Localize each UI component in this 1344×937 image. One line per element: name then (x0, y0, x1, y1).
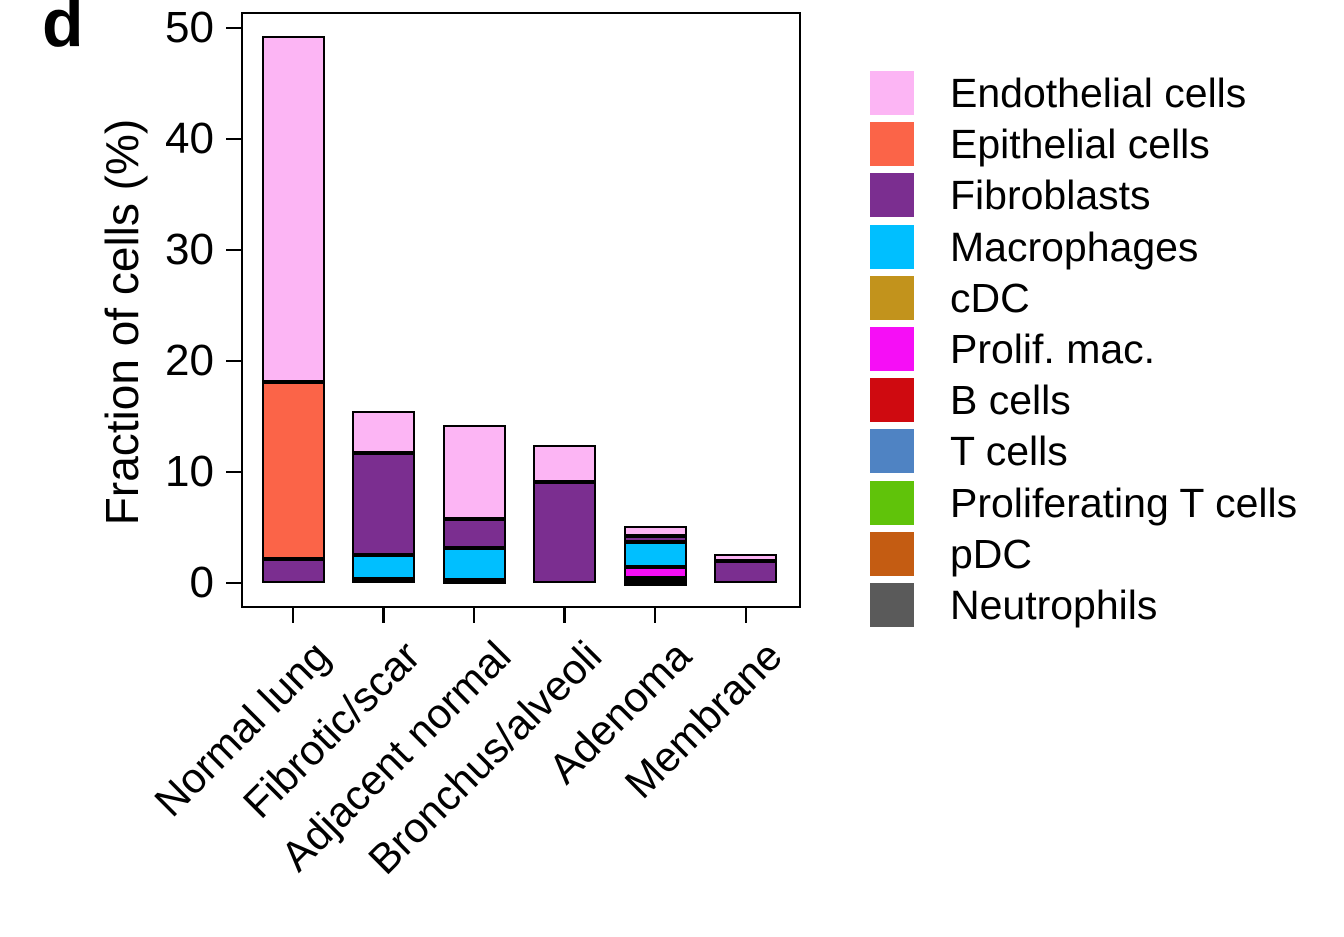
bar-segment-macrophages (352, 555, 416, 579)
x-tick-mark (563, 608, 566, 623)
legend-swatch (870, 122, 914, 167)
bar-segment-endothelial-cells (533, 445, 597, 482)
bar-segment-b-cells (623, 578, 687, 582)
legend-item: Neutrophils (870, 583, 1157, 627)
plot-area (241, 12, 801, 608)
x-tick-mark (472, 608, 476, 623)
legend-item: T cells (870, 428, 1068, 475)
y-tick-mark (226, 359, 241, 363)
bar-segment-endothelial-cells (623, 526, 687, 537)
legend-swatch (870, 378, 914, 423)
y-tick-label: 50 (165, 3, 214, 52)
bar-segment-fibroblasts (261, 558, 325, 583)
legend-label: Fibroblasts (950, 172, 1151, 219)
legend-item: Macrophages (870, 223, 1199, 270)
bar-segment-fibroblasts (623, 536, 687, 543)
bar-segment-epithelial-cells (261, 382, 325, 559)
legend-item: Prolif. mac. (870, 327, 1155, 371)
y-tick-label: 20 (165, 336, 214, 385)
legend-item: cDC (870, 274, 1030, 321)
bar-segment-neutrophils (352, 578, 416, 583)
legend-item: Proliferating T cells (870, 479, 1298, 526)
legend-swatch (870, 429, 914, 474)
legend-swatch (870, 71, 914, 115)
bar-segment-endothelial-cells (714, 554, 778, 562)
legend-label: Endothelial cells (950, 70, 1247, 116)
legend-item: B cells (870, 377, 1071, 424)
legend-swatch (870, 173, 914, 218)
bar-segment-fibroblasts (714, 561, 778, 583)
legend-item: Endothelial cells (870, 71, 1246, 115)
bar-segment-endothelial-cells (261, 35, 325, 383)
y-tick-label: 40 (165, 114, 214, 163)
y-tick-mark (226, 470, 241, 474)
y-tick-mark (226, 248, 241, 252)
legend-label: Macrophages (950, 223, 1199, 270)
legend-swatch (870, 531, 914, 576)
bar-segment-endothelial-cells (352, 410, 416, 454)
bar-segment-macrophages (623, 542, 687, 567)
x-tick-mark (744, 608, 748, 623)
y-tick-mark (226, 137, 241, 141)
legend-label: cDC (950, 274, 1030, 321)
legend-label: Epithelial cells (950, 121, 1210, 168)
bar-segment-neutrophils (623, 581, 687, 586)
legend-swatch (870, 275, 914, 320)
legend-swatch (870, 224, 914, 269)
y-tick-mark (226, 26, 241, 30)
y-tick-label: 30 (165, 225, 214, 274)
legend-swatch (870, 583, 914, 627)
bar-segment-endothelial-cells (442, 425, 506, 520)
legend-swatch (870, 480, 914, 525)
legend-label: Neutrophils (950, 582, 1158, 628)
legend-label: Prolif. mac. (950, 326, 1156, 372)
legend-item: Fibroblasts (870, 172, 1151, 219)
bar-segment-fibroblasts (442, 519, 506, 549)
y-tick-label: 0 (189, 558, 214, 607)
y-tick-mark (226, 581, 241, 585)
bar-segment-fibroblasts (352, 453, 416, 556)
legend-label: pDC (950, 530, 1033, 577)
panel-label: d (42, 0, 84, 61)
legend-label: T cells (950, 428, 1068, 475)
x-tick-mark (291, 608, 295, 623)
bar-segment-macrophages (442, 548, 506, 581)
legend-swatch (870, 327, 914, 371)
legend-label: B cells (950, 377, 1071, 424)
y-tick-label: 10 (165, 447, 214, 496)
x-tick-mark (653, 608, 657, 623)
bar-segment-neutrophils (442, 580, 506, 585)
x-tick-mark (382, 608, 385, 623)
legend-item: Epithelial cells (870, 121, 1210, 168)
legend-label: Proliferating T cells (950, 479, 1298, 526)
bar-segment-fibroblasts (533, 481, 597, 583)
bar-segment-prolif-mac (623, 566, 687, 578)
legend-item: pDC (870, 530, 1033, 577)
